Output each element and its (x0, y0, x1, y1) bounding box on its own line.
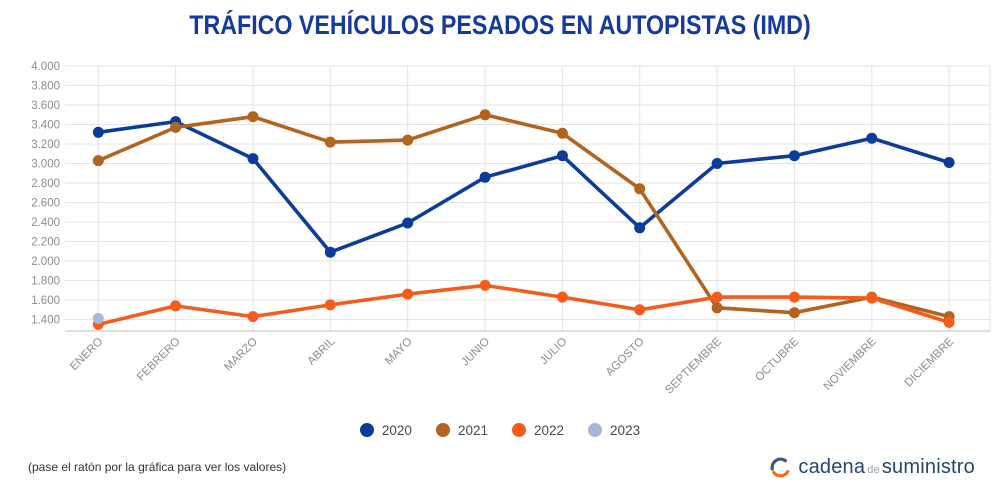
brand-logo-text: cadena de suministro (798, 456, 975, 479)
x-axis-tick-label: DICIEMBRE (903, 335, 957, 389)
x-axis-tick-label: NOVIEMBRE (822, 335, 880, 393)
series-line-2021[interactable] (96, 113, 951, 319)
y-axis-tick-label: 3.600 (31, 100, 60, 112)
x-axis-tick-label: MAYO (383, 336, 415, 368)
legend-item-2022[interactable]: 2022 (512, 423, 564, 438)
point-2022-MAYO[interactable] (402, 288, 414, 300)
legend-item-2021[interactable]: 2021 (435, 422, 488, 438)
legend-item-2023[interactable]: 2023 (588, 423, 640, 438)
x-axis-tick-label: JULIO (538, 336, 570, 368)
brand-logo-icon (770, 457, 790, 477)
point-2021-JUNIO[interactable] (479, 109, 491, 121)
point-2020-ENERO[interactable] (92, 126, 104, 138)
legend-label-2021: 2021 (457, 422, 488, 438)
legend-swatch-2022 (512, 423, 526, 437)
line-chart-canvas[interactable]: 4.000 3.800 3.600 3.400 3.200 3.000 2.800 2.600… (0, 0, 1000, 412)
point-2022-AGOSTO[interactable] (634, 304, 646, 316)
point-2021-SEPTIEMBRE[interactable] (711, 302, 723, 314)
point-2021-MAYO[interactable] (402, 134, 414, 146)
point-2021-ENERO[interactable] (92, 155, 104, 167)
series-2020[interactable] (92, 116, 955, 258)
point-2022-NOVIEMBRE[interactable] (866, 292, 878, 304)
x-axis-tick-label: ENERO (68, 336, 105, 373)
chart-title: TRÁFICO VEHÍCULOS PESADOS EN AUTOPISTAS … (189, 10, 811, 40)
point-2020-NOVIEMBRE[interactable] (866, 132, 878, 144)
brand-word-suministro: suministro (881, 455, 975, 478)
point-2022-SEPTIEMBRE[interactable] (711, 291, 723, 303)
point-2022-JULIO[interactable] (556, 291, 568, 303)
point-2021-FEBRERO[interactable] (170, 121, 182, 133)
series-2023[interactable] (92, 313, 104, 324)
legend-item-2020[interactable]: 2020 (359, 422, 412, 438)
x-axis-tick-label: MARZO (222, 336, 260, 374)
legend-label-2023: 2023 (610, 422, 641, 438)
point-2020-MARZO[interactable] (247, 153, 259, 165)
point-2022-FEBRERO[interactable] (170, 300, 182, 312)
y-axis-tick-label: 4.000 (31, 61, 60, 73)
x-axis-tick-label: FEBRERO (135, 336, 183, 384)
series-2022[interactable] (92, 279, 955, 330)
point-2020-ABRIL[interactable] (324, 246, 336, 258)
legend-swatch-2020 (359, 423, 374, 437)
brand-word-cadena: cadena (798, 455, 866, 478)
y-axis-tick-label: 2.200 (31, 237, 60, 249)
point-2020-OCTUBRE[interactable] (788, 150, 800, 162)
y-axis-tick-label: 2.400 (31, 217, 60, 229)
point-2020-JULIO[interactable] (556, 150, 568, 162)
point-2021-AGOSTO[interactable] (634, 183, 646, 195)
point-2021-MARZO[interactable] (247, 111, 259, 123)
point-2022-DICIEMBRE[interactable] (943, 316, 955, 328)
point-2020-JUNIO[interactable] (479, 171, 491, 183)
point-2023-ENERO[interactable] (92, 313, 104, 324)
x-axis-labels: ENERO FEBRERO MARZO ABRIL MAYO JUNIO JULIO AGOS… (68, 335, 956, 396)
x-axis-tick-label: SEPTIEMBRE (663, 335, 724, 396)
brand-logo: cadena de suministro (769, 452, 975, 482)
y-axis-tick-label: 1.400 (31, 315, 60, 327)
y-axis-tick-label: 2.000 (31, 256, 60, 268)
y-axis-tick-label: 1.600 (31, 295, 60, 307)
point-2020-DICIEMBRE[interactable] (943, 157, 955, 168)
legend-label-2020: 2020 (381, 422, 412, 438)
y-axis-tick-label: 1.800 (31, 276, 60, 288)
series-line-2020[interactable] (96, 119, 951, 254)
y-axis-tick-label: 2.600 (31, 198, 60, 210)
x-axis-tick-label: ABRIL (305, 335, 337, 367)
point-2021-OCTUBRE[interactable] (788, 307, 800, 319)
point-2020-AGOSTO[interactable] (634, 222, 646, 234)
y-axis-tick-label: 3.000 (31, 159, 60, 171)
point-2022-MARZO[interactable] (247, 311, 259, 323)
y-axis-tick-label: 3.400 (31, 120, 60, 132)
legend-swatch-2021 (435, 423, 450, 437)
legend-swatch-2023 (588, 423, 603, 437)
y-axis-tick-label: 2.800 (31, 178, 60, 190)
y-axis-tick-label: 3.800 (31, 81, 60, 93)
x-axis-tick-label: JUNIO (459, 336, 492, 369)
series-line-2022[interactable] (96, 283, 951, 327)
x-axis-tick-label: AGOSTO (604, 336, 647, 379)
brand-word-de: de (867, 463, 880, 476)
legend-label-2022: 2022 (534, 422, 565, 438)
point-2022-ABRIL[interactable] (324, 299, 336, 311)
point-2022-JUNIO[interactable] (479, 279, 491, 291)
point-2021-ABRIL[interactable] (324, 136, 336, 148)
point-2021-JULIO[interactable] (556, 127, 568, 139)
y-axis-tick-label: 3.200 (31, 139, 60, 151)
point-2020-MAYO[interactable] (402, 217, 414, 229)
point-2022-OCTUBRE[interactable] (788, 291, 800, 303)
hover-hint-note: (pase el ratón por la gráfica para ver l… (28, 460, 287, 474)
x-axis-tick-label: OCTUBRE (753, 335, 801, 383)
point-2020-SEPTIEMBRE[interactable] (711, 158, 723, 169)
chart-legend: 2020 2021 2022 2023 (0, 417, 1000, 443)
